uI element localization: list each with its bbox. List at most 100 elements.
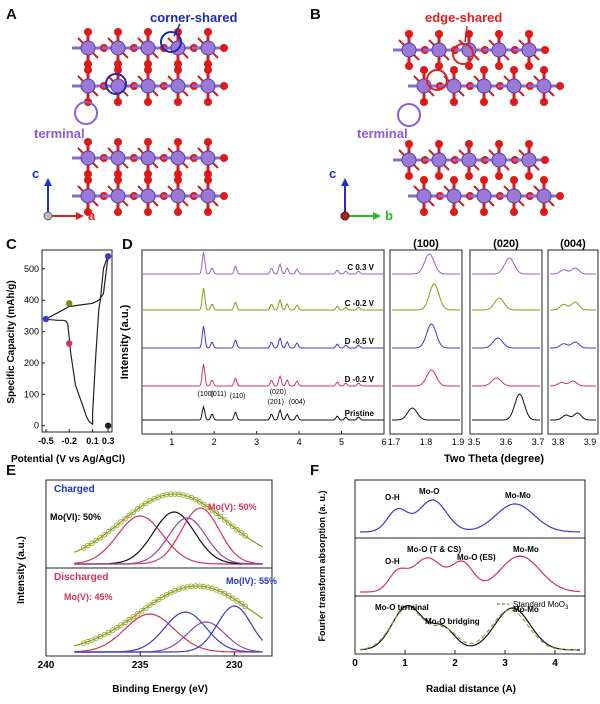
- c-marker: [104, 422, 112, 429]
- mo-atom: [200, 188, 216, 204]
- d-zoom-line: [472, 377, 540, 387]
- oxygen-atom: [480, 176, 488, 184]
- chart-e-ylabel: Intensity (a.u.): [16, 536, 27, 604]
- d-zoom-xtick-label: 3.6: [500, 437, 513, 447]
- e-data-point: [114, 624, 120, 631]
- mo-atom: [110, 150, 126, 166]
- oxygen-atom: [144, 60, 152, 68]
- d-xtick-label: 2: [212, 437, 217, 447]
- edge-shared-circle: [452, 43, 474, 65]
- d-peak-label: (011): [211, 391, 227, 398]
- oxygen-atom: [450, 176, 458, 184]
- e-data-point: [93, 537, 99, 544]
- mo-atom: [431, 152, 447, 168]
- oxygen-atom: [435, 172, 443, 180]
- e-data-point: [155, 596, 161, 603]
- mo-atom: [140, 40, 156, 56]
- oxygen-atom: [556, 82, 564, 90]
- oxygen-atom: [84, 138, 92, 146]
- chart-c-frame: [41, 249, 113, 433]
- charged-label: Charged: [54, 484, 95, 495]
- oxygen-atom: [525, 140, 533, 148]
- oxygen-atom: [174, 98, 182, 106]
- e-data-point: [234, 598, 240, 604]
- d-series-line: [142, 404, 384, 421]
- d-zoom-line: [392, 323, 460, 349]
- axis-b-label: b: [385, 208, 393, 223]
- d-zoom-line: [392, 369, 460, 387]
- d-zoom-line: [550, 380, 596, 387]
- oxygen-atom: [525, 172, 533, 180]
- chart-c: 0 100 200 300 400 500 -0.5 -0.2 0.1 0.3 Specific …: [6, 249, 125, 465]
- d-zoom-line: [392, 253, 460, 275]
- chart-c-xlabel: Potential (V vs Ag/AgCl): [11, 454, 125, 465]
- oxygen-atom: [405, 172, 413, 180]
- oxygen-atom: [480, 66, 488, 74]
- oxygen-atom: [405, 62, 413, 70]
- d-xtick-label: 1: [169, 437, 174, 447]
- mo-atom: [200, 78, 216, 94]
- f-oh1: O-H: [385, 493, 400, 502]
- mo-atom: [110, 40, 126, 56]
- oxygen-atom: [114, 208, 122, 216]
- edge-shared-circle-2: [426, 69, 448, 91]
- c-marker: [66, 300, 73, 307]
- d-zoom-xtick-label: 1.7: [388, 437, 401, 447]
- c-marker: [42, 315, 50, 323]
- mo-atom: [80, 150, 96, 166]
- e-data-point: [147, 498, 153, 504]
- f-momo3: Mo-Mo: [513, 605, 539, 614]
- c-ytick-label: 400: [24, 295, 39, 305]
- e-data-point: [238, 600, 244, 607]
- e-data-point: [192, 496, 199, 503]
- chart-c-ylabel: Specific Capacity (mAh/g): [6, 280, 17, 403]
- e-data-point: [159, 594, 166, 600]
- d-xtick-label: 5: [339, 437, 344, 447]
- panel-letter-e: E: [6, 462, 17, 479]
- f-oh2: O-H: [385, 557, 400, 566]
- e-data-point: [138, 608, 145, 614]
- e-data-point: [225, 520, 232, 526]
- d-zoom-line: [472, 337, 540, 349]
- axis-a-label: a: [88, 208, 96, 223]
- oxygen-atom: [204, 176, 212, 184]
- d-series-label: C -0.2 V: [345, 299, 375, 308]
- terminal-label-b: terminal: [357, 126, 408, 141]
- oxygen-atom: [541, 156, 549, 164]
- oxygen-atom: [144, 98, 152, 106]
- d-zoom-line: [550, 412, 596, 421]
- e-peak: [74, 517, 263, 565]
- d-zoom-xtick-label: 3.8: [552, 437, 565, 447]
- oxygen-atom: [450, 208, 458, 216]
- mo-atom: [401, 42, 417, 58]
- e-data-point: [217, 513, 224, 520]
- corner-shared-label: corner-shared: [150, 10, 237, 25]
- panel-letter-a: A: [6, 6, 17, 23]
- e-peak: [74, 605, 264, 653]
- oxygen-atom: [114, 170, 122, 178]
- oxygen-atom: [525, 62, 533, 70]
- chart-d: C 0.3 V C -0.2 V D -0.5 V D -0.2 V Pristine (…: [119, 238, 599, 465]
- oxygen-atom: [420, 98, 428, 106]
- oxygen-atom: [510, 176, 518, 184]
- e-data-point: [242, 603, 249, 610]
- oxygen-atom: [174, 60, 182, 68]
- panel-letter-f: F: [310, 462, 320, 479]
- oxygen-atom: [220, 44, 228, 52]
- d-series-line: [142, 325, 384, 349]
- c-xtick-label: -0.5: [38, 436, 54, 446]
- oxygen-atom: [435, 140, 443, 148]
- mo-atom: [80, 40, 96, 56]
- e-data-point: [122, 515, 128, 522]
- oxygen-atom: [540, 208, 548, 216]
- e-data-point: [118, 622, 124, 628]
- d-zoom-line: [392, 283, 460, 311]
- d-series-line: [142, 287, 384, 311]
- panel-letter-d: D: [122, 236, 133, 253]
- f-moo-bridge: Mo-O bridging: [425, 617, 480, 626]
- mo5-bot-label: Mo(V): 45%: [64, 592, 113, 602]
- f-curve-std: [359, 607, 580, 651]
- e-data-point: [225, 593, 232, 599]
- oxygen-atom: [435, 30, 443, 38]
- corner-shared-circle-2: [105, 73, 127, 95]
